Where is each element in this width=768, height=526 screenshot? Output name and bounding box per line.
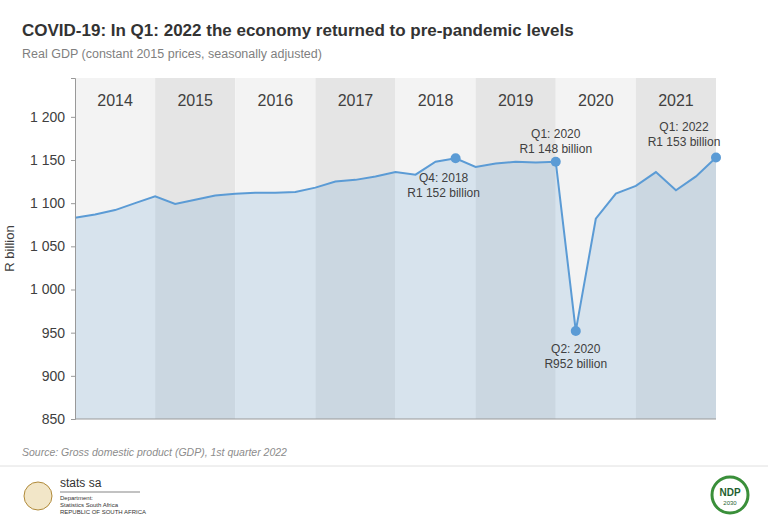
year-label: 2018 [418,92,454,109]
y-tick: 1 050 [30,238,75,254]
logo-text: REPUBLIC OF SOUTH AFRICA [60,509,146,515]
logo-emblem [712,477,748,513]
y-tick-label: 1 150 [30,152,65,168]
annotation: Q2: 2020 [551,342,601,356]
marker [711,152,721,162]
x-axis-line [75,419,716,420]
y-tick: 950 [42,325,75,341]
year-label: 2016 [258,92,294,109]
chart: COVID-19: In Q1: 2022 the economy return… [0,0,768,526]
y-tick-mark [71,290,75,291]
year-label: 2021 [658,92,694,109]
y-axis-line [71,79,76,420]
y-tick-label: 1 000 [30,281,65,297]
logo-text: NDP [719,487,740,498]
y-tick: 900 [42,368,75,384]
y-tick-mark [71,246,75,247]
line [75,157,716,331]
title: COVID-19: In Q1: 2022 the economy return… [22,21,574,40]
left-logo: stats sa Department:Statistics South Afri… [24,476,146,515]
y-tick-label: 1 200 [30,109,65,125]
logo-text: 2030 [723,500,737,506]
y-tick-mark [71,419,75,420]
plot-area [75,152,721,419]
year-bands: 2014 2015 2016 2017 2018 2019 2020 2021 [75,78,716,419]
y-tick-label: 1 100 [30,195,65,211]
y-tick: 850 [42,411,75,427]
annotation: Q1: 2020 [531,127,581,141]
source: Source: Gross domestic product (GDP), 1s… [22,446,287,458]
year-label: 2019 [498,92,534,109]
y-tick-mark [71,203,75,204]
right-logo: NDP 2030 [712,477,748,513]
y-tick: 1 200 [30,109,75,125]
year-label: 2014 [97,92,133,109]
annotation: R1 148 billion [519,142,592,156]
year-label: 2020 [578,92,614,109]
annotation: R952 billion [544,357,607,371]
y-tick-label: 900 [42,368,66,384]
y-tick-mark [71,376,75,377]
year-label: 2015 [177,92,213,109]
logo-text: stats sa [60,476,102,490]
year-label: 2017 [338,92,374,109]
logo-emblem [24,482,52,510]
y-axis-title: R billion [2,225,17,271]
annotation: Q4: 2018 [419,171,469,185]
annotation: R1 153 billion [648,135,721,149]
y-tick-label: 950 [42,325,66,341]
y-tick-label: 850 [42,411,66,427]
y-tick-label: 1 050 [30,238,65,254]
y-tick-mark [71,160,75,161]
y-tick-mark [71,333,75,334]
logo-text: Department: [60,495,93,501]
logo-text: Statistics South Africa [60,502,119,508]
y-tick: 1 000 [30,281,75,297]
y-tick: 1 150 [30,152,75,168]
subtitle: Real GDP (constant 2015 prices, seasonal… [22,47,322,61]
annotation: Q1: 2022 [659,120,709,134]
marker [571,326,581,336]
y-axis: 850 900 950 1 000 1 050 1 100 1 150 1 200 [30,79,76,427]
marker [551,157,561,167]
marker [451,153,461,163]
y-tick-mark [71,117,75,118]
area [75,157,716,419]
y-tick: 1 100 [30,195,75,211]
logo-rule [60,492,140,493]
annotation: R1 152 billion [407,186,480,200]
footer-rule [0,466,768,467]
